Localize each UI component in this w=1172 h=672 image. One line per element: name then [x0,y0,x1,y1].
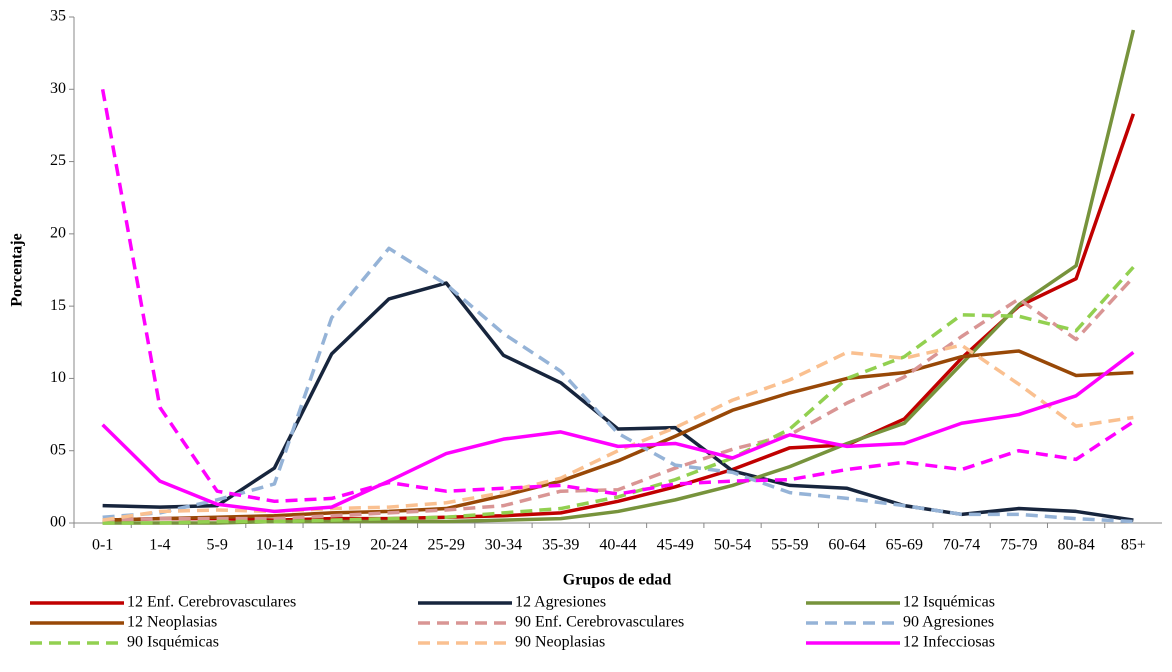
y-tick-label: 15 [50,297,66,314]
x-tick-label: 40-44 [599,537,636,554]
x-tick-label: 15-19 [313,537,350,554]
series-line [102,246,1134,524]
series-line [101,351,1135,514]
y-tick-label: 05 [50,441,66,458]
x-tick-label: 60-64 [828,537,865,554]
x-tick-label: 75-79 [1000,537,1037,554]
legend-label: 12 Agresiones [515,594,606,611]
y-axis-label: Porcentaje [9,233,26,306]
y-tick-label: 00 [50,514,66,531]
legend-label: 12 Neoplasias [127,614,217,631]
x-tick-label: 10-14 [256,537,293,554]
y-tick-label: 30 [50,80,66,97]
legend-label: 90 Agresiones [903,614,994,631]
x-tick-label: 0-1 [92,537,113,554]
x-tick-label: 45-49 [657,537,694,554]
series-line [102,343,1134,522]
x-tick-label: 55-59 [771,537,808,554]
x-tick-label: 25-29 [428,537,465,554]
legend-label: 12 Isquémicas [903,594,995,611]
legend-label: 90 Isquémicas [127,634,219,651]
x-tick-label: 35-39 [542,537,579,554]
x-tick-label: 50-54 [714,537,751,554]
y-tick-label: 20 [50,225,66,242]
x-tick-label: 80-84 [1057,537,1094,554]
legend-label: 12 Infecciosas [903,634,995,651]
x-tick-label: 5-9 [206,537,227,554]
series-line [100,88,1135,504]
x-axis-label: Grupos de edad [563,572,672,589]
x-tick-label: 85+ [1121,537,1146,554]
x-tick-label: 20-24 [370,537,407,554]
series-line [102,281,1134,522]
x-tick-label: 30-34 [485,537,522,554]
x-tick-label: 65-69 [886,537,923,554]
legend-label: 90 Enf. Cerebrovasculares [515,614,684,631]
x-tick-label: 1-4 [149,537,170,554]
series-line [102,29,1136,525]
series-line [102,276,1135,522]
y-tick-label: 10 [50,369,66,386]
x-tick-label: 70-74 [943,537,980,554]
legend-label: 12 Enf. Cerebrovasculares [127,594,296,611]
series-line [102,265,1135,525]
y-tick-label: 25 [50,152,66,169]
legend-label: 90 Neoplasias [515,634,605,651]
series-line [102,349,1134,522]
y-tick-label: 35 [50,8,66,25]
